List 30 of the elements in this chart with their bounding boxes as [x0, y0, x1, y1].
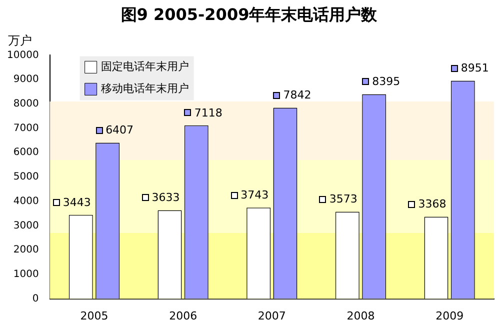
- x-tick-label: 2008: [346, 309, 375, 322]
- y-tick-label: 1000: [13, 269, 39, 280]
- x-tick-label: 2005: [80, 309, 108, 322]
- x-tick-label: 2007: [258, 309, 286, 322]
- data-label: 3633: [152, 191, 180, 204]
- data-label: 7842: [283, 88, 312, 102]
- y-tick-label: 0: [32, 293, 39, 304]
- y-tick-label: 10000: [7, 50, 39, 61]
- data-label: 6407: [106, 124, 134, 137]
- y-axis-title: 万户: [8, 33, 32, 48]
- y-tick-label: 9000: [13, 74, 39, 86]
- data-label: 8395: [372, 75, 400, 88]
- data-label: 3443: [62, 196, 91, 209]
- chart-title: 图9 2005-2009年年末电话用户数: [120, 4, 378, 24]
- data-label: 7118: [194, 106, 222, 120]
- y-tick-label: 6000: [13, 147, 39, 158]
- x-tick-label: 2006: [169, 309, 198, 322]
- data-label: 3573: [329, 192, 358, 206]
- y-tick-label: 5000: [13, 172, 39, 183]
- data-label: 3743: [240, 188, 269, 202]
- y-tick-label: 8000: [13, 98, 39, 110]
- data-label: 3368: [418, 198, 446, 211]
- y-tick-label: 4000: [13, 196, 39, 207]
- data-label: 8951: [460, 62, 489, 75]
- y-tick-label: 3000: [13, 220, 39, 232]
- x-tick-label: 2009: [436, 309, 464, 322]
- legend-label: 固定电话年末用户: [100, 60, 189, 74]
- legend-label: 移动电话年末用户: [100, 82, 189, 96]
- y-tick-label: 7000: [13, 122, 39, 134]
- y-tick-label: 2000: [13, 244, 39, 256]
